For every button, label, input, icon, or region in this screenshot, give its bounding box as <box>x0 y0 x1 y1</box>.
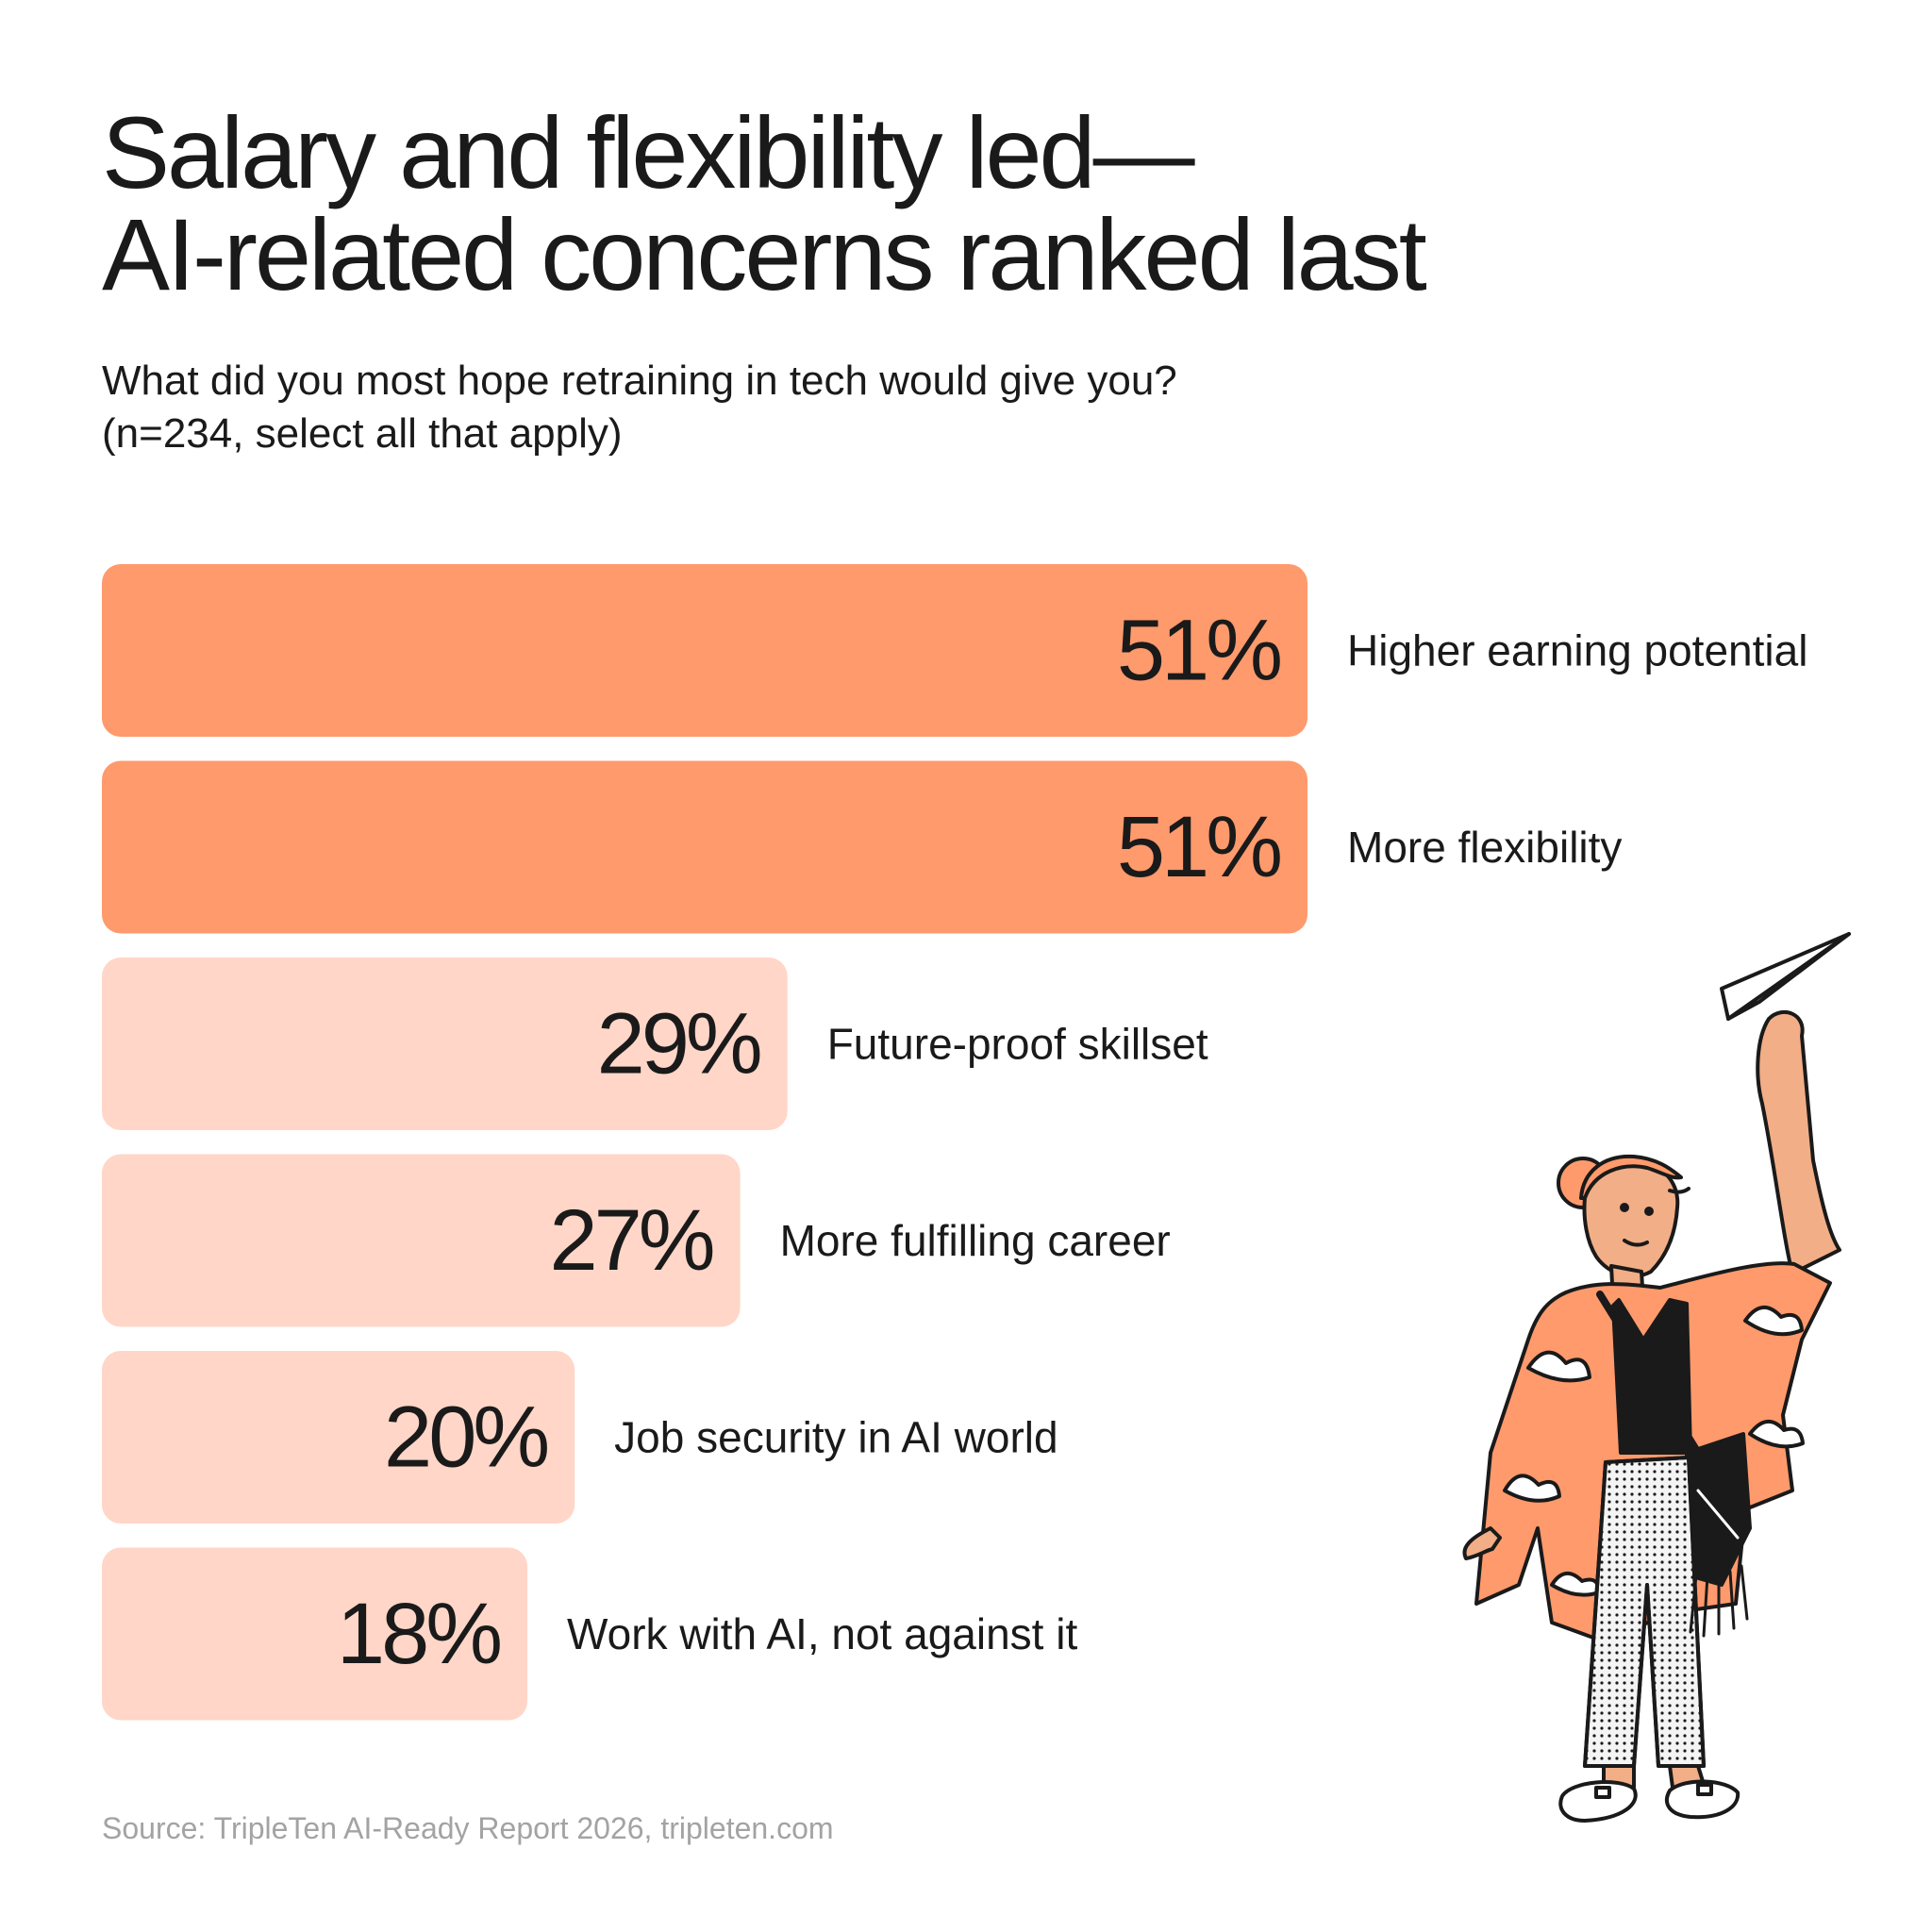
bar-value-label: 51% <box>1117 603 1280 699</box>
bar-value-label: 18% <box>337 1586 500 1682</box>
bar-category-label: More flexibility <box>1347 823 1622 872</box>
chart-title: Salary and flexibility led— AI-related c… <box>102 102 1706 306</box>
bar-group: 29% Future-proof skillset <box>102 958 1208 1130</box>
bar <box>102 958 788 1130</box>
bar-group: 51% Higher earning potential <box>102 564 1807 737</box>
title-line-2: AI-related concerns ranked last <box>102 197 1427 311</box>
bar-group: 27% More fulfilling career <box>102 1154 1171 1327</box>
bar <box>102 1351 575 1524</box>
bar-group: 20% Job security in AI world <box>102 1351 1058 1524</box>
bar <box>102 760 1307 934</box>
bar-value-label: 27% <box>549 1192 712 1289</box>
chart-subtitle: What did you most hope retraining in tec… <box>102 355 1611 460</box>
title-line-1: Salary and flexibility led— <box>102 95 1195 209</box>
bar-category-label: Job security in AI world <box>614 1413 1058 1462</box>
bar-group: 18% Work with AI, not against it <box>102 1547 1077 1721</box>
bar-category-label: More fulfilling career <box>780 1216 1171 1265</box>
source-note: Source: TripleTen AI-Ready Report 2026, … <box>102 1811 834 1845</box>
bar-category-label: Future-proof skillset <box>827 1020 1208 1069</box>
bar <box>102 564 1307 737</box>
subtitle-sample-note: (n=234, select all that apply) <box>102 410 623 457</box>
bar-value-label: 20% <box>384 1390 547 1486</box>
bar-category-label: Higher earning potential <box>1347 626 1807 675</box>
bar-value-label: 29% <box>597 996 760 1092</box>
subtitle-question: What did you most hope retraining in tec… <box>102 358 1177 404</box>
bar-category-label: Work with AI, not against it <box>567 1609 1077 1658</box>
bar-group: 51% More flexibility <box>102 760 1622 934</box>
bar <box>102 1154 741 1327</box>
bar-value-label: 51% <box>1117 799 1280 895</box>
woman-with-paper-plane-illustration <box>1462 932 1851 1823</box>
bar <box>102 1547 528 1721</box>
